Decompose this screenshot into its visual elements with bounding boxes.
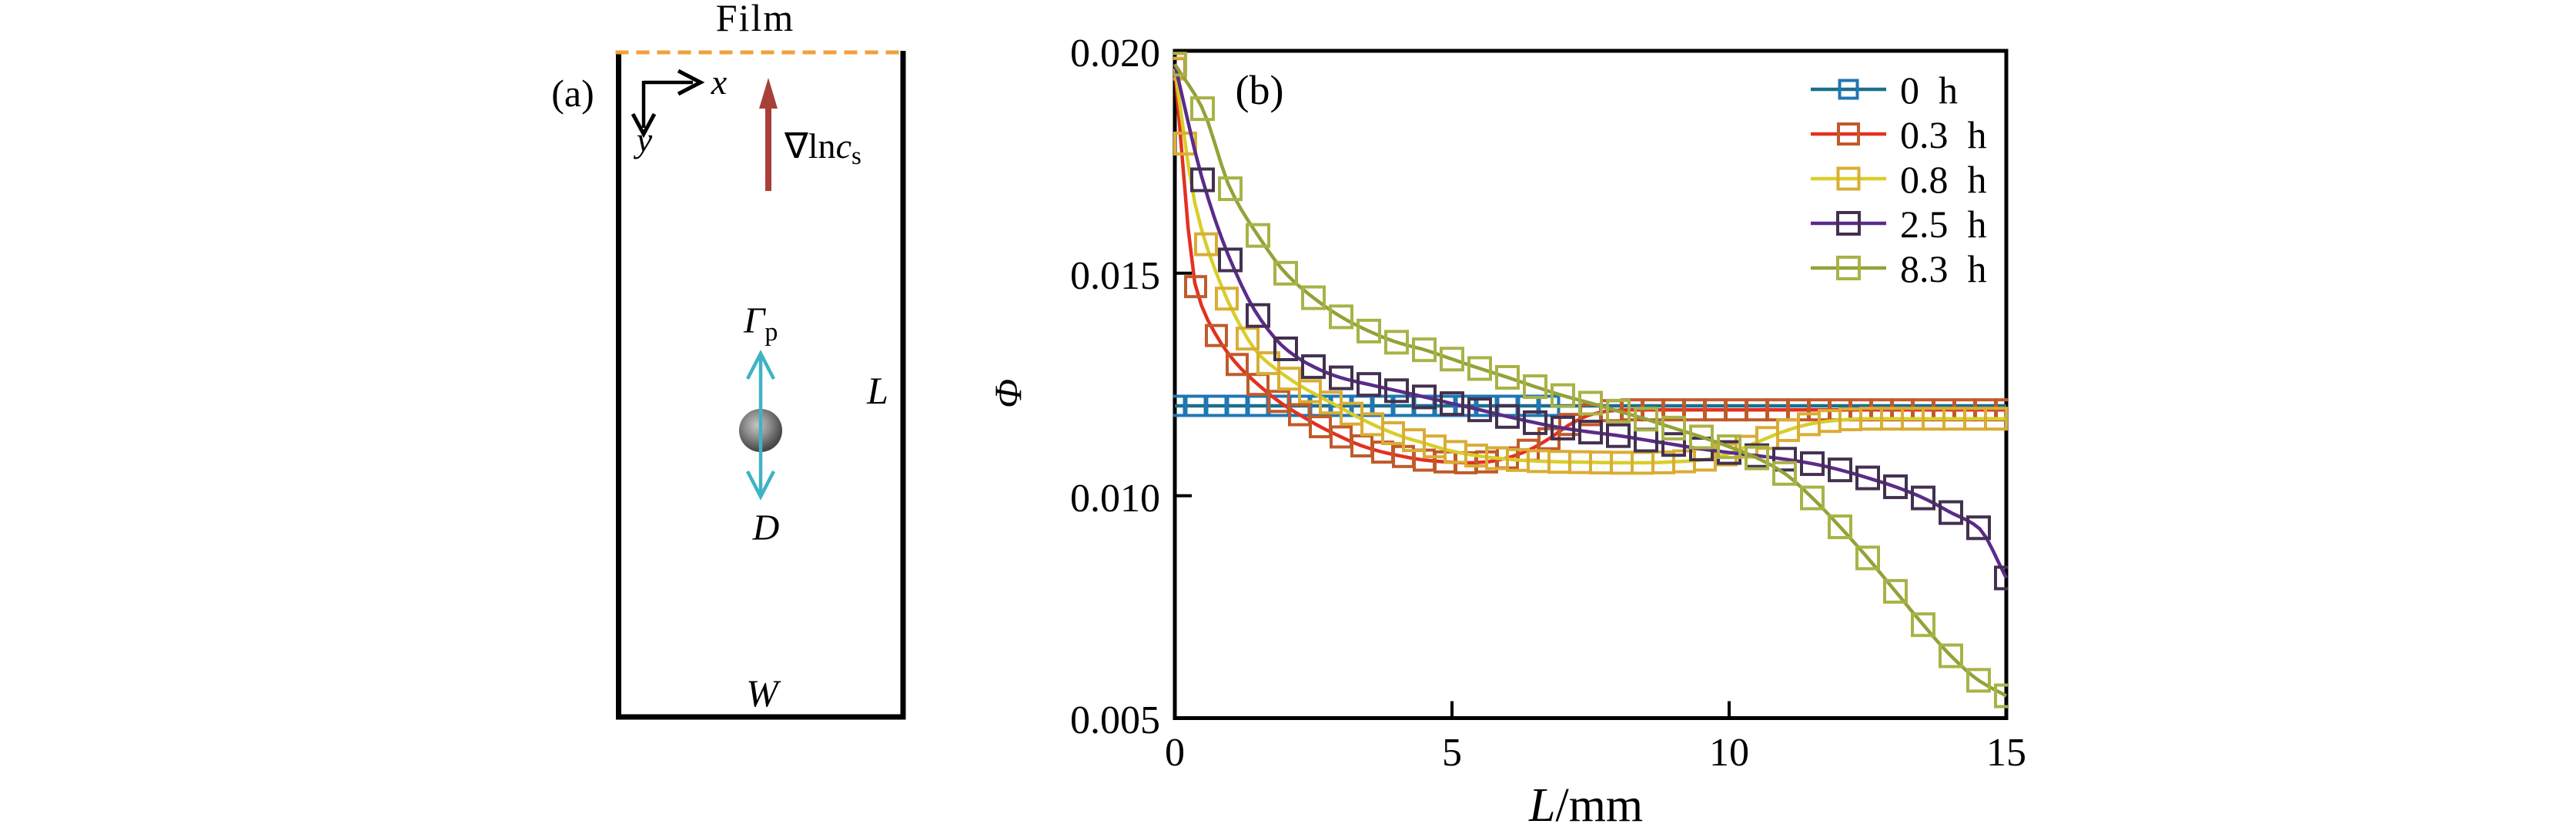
svg-text:(b): (b) [1236,67,1284,113]
svg-text:D: D [752,507,780,548]
svg-text:5: 5 [1442,731,1462,775]
svg-text:Φ: Φ [986,379,1029,408]
svg-text:0: 0 [1165,731,1185,775]
svg-text:2.5 h: 2.5 h [1900,203,1987,246]
svg-text:0.010: 0.010 [1070,477,1160,521]
svg-text:Film: Film [716,0,795,39]
svg-text:0.015: 0.015 [1070,254,1160,298]
svg-text:0.005: 0.005 [1070,698,1160,742]
svg-text:15: 15 [1986,731,2026,775]
svg-text:∇lncs: ∇lncs [784,126,861,170]
svg-text:W: W [746,672,781,715]
svg-text:(a): (a) [551,72,594,115]
svg-text:L: L [866,369,888,412]
svg-text:0.020: 0.020 [1070,32,1160,75]
svg-text:0 h: 0 h [1900,69,1958,112]
svg-text:y: y [634,120,653,159]
svg-text:0.3 h: 0.3 h [1900,113,1987,156]
svg-text:L/mm: L/mm [1528,779,1643,832]
svg-text:8.3 h: 8.3 h [1900,247,1987,290]
svg-text:Γp: Γp [743,300,778,347]
svg-text:0.8 h: 0.8 h [1900,158,1987,201]
svg-text:10: 10 [1709,731,1749,775]
svg-text:x: x [711,62,728,102]
